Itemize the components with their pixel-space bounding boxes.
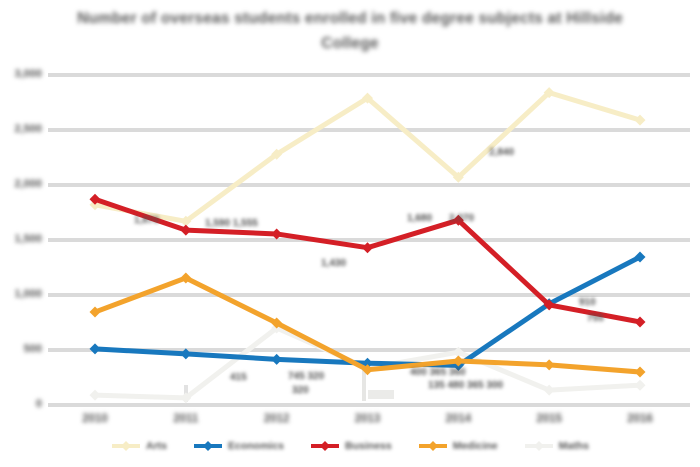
- data-point-marker-medicine: [634, 366, 646, 378]
- legend-diamond-icon: [427, 441, 438, 451]
- blurred-data-label: 400 365 360: [410, 367, 466, 378]
- data-point-marker-maths: [452, 346, 464, 358]
- legend-item-maths: Maths: [524, 440, 589, 452]
- blurred-data-label: 1,870: [134, 215, 160, 226]
- data-point-marker-arts: [452, 171, 464, 183]
- legend-diamond-icon: [320, 441, 331, 451]
- data-point-marker-medicine: [89, 306, 101, 318]
- y-tick-label: 3,000: [14, 68, 42, 80]
- data-point-marker-medicine: [543, 359, 555, 371]
- data-point-marker-economics: [271, 353, 283, 365]
- data-point-marker-business: [634, 316, 646, 328]
- data-point-marker-business: [361, 242, 373, 254]
- data-point-marker-maths: [180, 392, 192, 404]
- y-tick-label: 2,500: [14, 123, 42, 135]
- y-tick-label: 2,000: [14, 178, 42, 190]
- legend-diamond-icon: [203, 441, 213, 451]
- data-point-marker-medicine: [180, 272, 192, 284]
- x-tick-label: 2016: [627, 413, 653, 425]
- y-tick-label: 1,500: [14, 233, 42, 245]
- blurred-data-label: 1,590 1,555: [205, 218, 258, 229]
- blurred-data-label: 320: [292, 385, 309, 396]
- data-point-marker-arts: [180, 215, 192, 227]
- legend-diamond-icon: [120, 441, 131, 451]
- blurred-data-label: 910: [579, 297, 596, 308]
- x-tick-label: 2010: [82, 413, 108, 425]
- legend-item-arts: Arts: [111, 440, 167, 452]
- data-point-marker-economics: [180, 348, 192, 360]
- pale-line-artifact: [368, 390, 394, 399]
- legend-label: Business: [345, 440, 392, 452]
- blurred-data-label: 2,070: [449, 213, 475, 224]
- data-point-marker-medicine: [452, 355, 464, 367]
- legend-line-marker-icon: [194, 441, 222, 451]
- legend-line-marker-icon: [311, 441, 340, 451]
- data-point-marker-business: [180, 224, 192, 236]
- data-point-marker-maths: [634, 379, 646, 391]
- data-point-marker-economics: [89, 343, 101, 355]
- data-point-marker-business: [271, 228, 283, 240]
- blurred-data-label: 1,430: [321, 258, 347, 269]
- legend-diamond-icon: [533, 441, 544, 451]
- data-point-marker-medicine: [271, 317, 283, 329]
- data-point-marker-maths: [543, 384, 555, 396]
- x-tick-label: 2015: [536, 413, 562, 425]
- data-point-marker-economics: [634, 251, 646, 263]
- blurred-data-label: 755: [587, 313, 604, 324]
- blurred-data-label: 2,840: [489, 147, 515, 158]
- x-tick-label: 2013: [354, 413, 381, 425]
- data-point-marker-business: [89, 193, 101, 205]
- legend-label: Medicine: [452, 440, 498, 452]
- legend-item-medicine: Medicine: [418, 440, 498, 452]
- chart-title-line1: Number of overseas students enrolled in …: [77, 10, 623, 27]
- legend-label: Economics: [228, 440, 285, 452]
- legend: Arts Economics Business Medicine Maths: [0, 440, 700, 452]
- data-point-marker-arts: [634, 114, 646, 126]
- data-point-marker-medicine: [361, 364, 373, 376]
- y-tick-label: 1,000: [14, 288, 42, 300]
- data-point-marker-arts: [271, 148, 283, 160]
- legend-line-marker-icon: [418, 441, 447, 451]
- x-tick-label: 2014: [445, 413, 472, 425]
- data-point-marker-business: [452, 214, 464, 226]
- pale-line-artifact: [362, 369, 366, 401]
- legend-item-business: Business: [310, 440, 392, 452]
- blurred-data-label: 745 320: [288, 371, 325, 382]
- legend-item-economics: Economics: [193, 440, 284, 452]
- data-point-marker-business: [543, 299, 555, 311]
- blurred-data-label: 1,680: [407, 213, 433, 224]
- x-tick-label: 2011: [173, 413, 199, 425]
- x-tick-label: 2012: [263, 413, 290, 425]
- legend-line-marker-icon: [524, 441, 553, 451]
- series-line-arts: [92, 90, 643, 224]
- chart-title-line2: College: [321, 35, 379, 52]
- blurred-data-label: 415: [230, 372, 247, 383]
- data-point-marker-maths: [89, 389, 101, 401]
- data-point-marker-arts: [543, 87, 555, 99]
- y-tick-label: 500: [23, 343, 42, 355]
- y-tick-label: 0: [35, 398, 42, 410]
- blurred-data-label: 135 480 365 300: [428, 380, 504, 391]
- legend-label: Maths: [558, 440, 589, 452]
- legend-line-marker-icon: [111, 441, 140, 451]
- data-point-marker-arts: [361, 92, 373, 104]
- legend-label: Arts: [145, 440, 167, 452]
